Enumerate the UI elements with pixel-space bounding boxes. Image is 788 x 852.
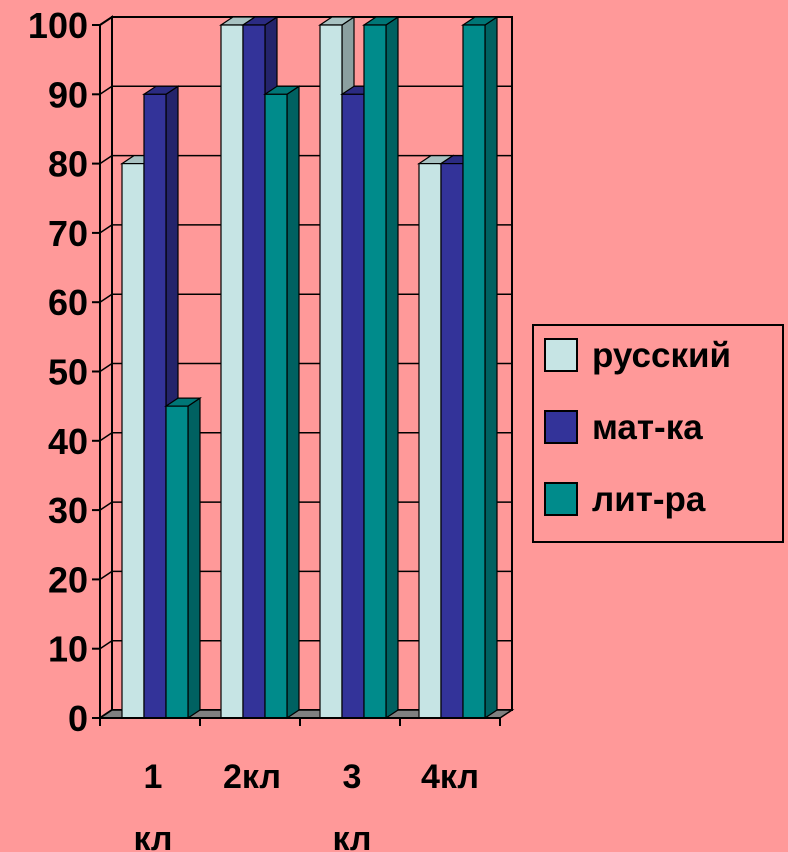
- y-tick-label: 90: [48, 74, 88, 115]
- bar-front: [341, 93, 365, 719]
- y-tick-label: 70: [48, 213, 88, 254]
- legend-label: лит-ра: [592, 480, 706, 519]
- bar-front: [143, 93, 167, 719]
- bar-front: [319, 24, 343, 719]
- bar-side: [286, 85, 300, 720]
- x-tick-label: 4кл: [421, 758, 479, 796]
- y-tick-label: 80: [48, 144, 88, 185]
- x-tick-label: 3: [343, 758, 362, 796]
- legend-swatch: [544, 482, 578, 516]
- y-axis: 0 10 20 30 40 50 60 70 80 90 100: [28, 5, 101, 739]
- legend-swatch: [544, 338, 578, 372]
- bar-front: [264, 93, 288, 719]
- y-tick-label: 20: [48, 559, 88, 600]
- x-tick-label: кл: [133, 820, 172, 852]
- bar-front: [363, 24, 387, 719]
- x-tick-label: 1: [144, 758, 163, 796]
- legend-box: [532, 324, 784, 543]
- legend-item: мат-ка: [544, 408, 703, 447]
- bar-1-3: [164, 397, 202, 720]
- legend: русский мат-ка лит-ра: [532, 324, 784, 543]
- bar-front: [242, 24, 266, 719]
- bar-side: [484, 15, 498, 720]
- y-tick-label: 40: [48, 421, 88, 462]
- y-tick-label: 0: [68, 698, 88, 739]
- y-tick-label: 50: [48, 352, 88, 393]
- bar-side: [385, 15, 399, 720]
- bar-4-3: [461, 15, 499, 720]
- bars: [120, 15, 499, 720]
- y-tick-label: 30: [48, 490, 88, 531]
- y-tick-label: 10: [48, 629, 88, 670]
- bar-side: [187, 397, 201, 720]
- x-tick-label: 2кл: [223, 758, 281, 796]
- bar-front: [462, 24, 486, 719]
- bar-front: [220, 24, 244, 719]
- bar-front: [121, 163, 145, 719]
- bar-front: [440, 163, 464, 719]
- bar-2-3: [263, 85, 301, 720]
- legend-swatch: [544, 410, 578, 444]
- legend-label: мат-ка: [592, 408, 703, 447]
- legend-item: русский: [544, 336, 731, 375]
- bar-front: [418, 163, 442, 719]
- x-tick-label: кл: [332, 820, 371, 852]
- y-tick-label: 60: [48, 282, 88, 323]
- bar-3-3: [362, 15, 400, 720]
- legend-label: русский: [592, 336, 731, 375]
- y-tick-label: 100: [28, 5, 88, 46]
- bar-front: [165, 405, 189, 719]
- legend-item: лит-ра: [544, 480, 706, 519]
- x-axis: 1 кл 2кл 3 кл 4кл: [99, 717, 501, 852]
